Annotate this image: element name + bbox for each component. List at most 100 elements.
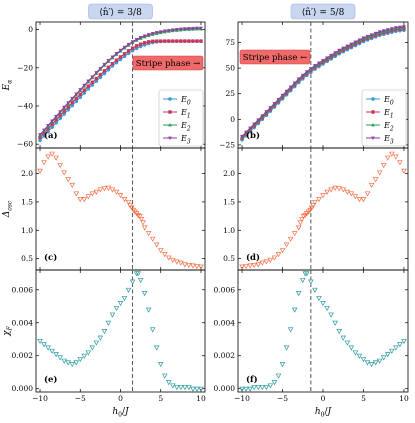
data-point bbox=[287, 327, 294, 333]
data-point bbox=[349, 42, 354, 47]
data-point bbox=[336, 329, 342, 335]
data-point bbox=[135, 213, 141, 219]
data-point bbox=[244, 130, 249, 135]
data-point bbox=[271, 255, 278, 261]
data-point bbox=[384, 352, 391, 358]
data-point bbox=[252, 122, 257, 127]
data-point bbox=[61, 358, 67, 364]
data-point bbox=[42, 128, 47, 133]
data-point bbox=[149, 236, 156, 242]
data-point bbox=[74, 96, 78, 101]
data-point bbox=[199, 39, 203, 43]
x-tick-label: −10 bbox=[234, 394, 250, 403]
data-point bbox=[109, 187, 116, 193]
column-title: ⟨n̂′⟩ = 3/8 bbox=[99, 7, 142, 18]
panel-a: 0 −20 −40 −60 (a) ⟨n̂′⟩ = 3/8 Stripe phase → bbox=[17, 3, 206, 149]
data-point bbox=[304, 70, 309, 74]
data-point bbox=[86, 79, 91, 84]
data-point bbox=[329, 53, 334, 58]
data-point bbox=[130, 40, 135, 44]
data-point bbox=[340, 335, 347, 341]
data-point bbox=[320, 301, 326, 307]
data-point bbox=[65, 177, 71, 183]
data-point bbox=[348, 191, 355, 197]
data-point bbox=[397, 25, 402, 30]
data-point bbox=[109, 312, 116, 318]
data-point bbox=[275, 373, 282, 379]
data-point bbox=[140, 220, 146, 226]
data-point bbox=[307, 207, 313, 213]
data-point bbox=[41, 160, 47, 166]
data-point bbox=[129, 279, 136, 285]
data-point bbox=[279, 362, 286, 368]
data-point bbox=[166, 29, 171, 33]
data-point bbox=[198, 26, 203, 31]
x-tick-label: −5 bbox=[75, 394, 86, 403]
data-point bbox=[77, 357, 84, 363]
data-point bbox=[74, 92, 79, 97]
data-point bbox=[145, 231, 152, 237]
data-point bbox=[57, 355, 63, 361]
data-point bbox=[165, 255, 172, 261]
y-tick-label: 75 bbox=[225, 38, 235, 47]
data-point bbox=[121, 197, 128, 203]
y-tick-label: 0.004 bbox=[214, 318, 236, 327]
data-point bbox=[267, 257, 274, 263]
legend-label: E3 bbox=[180, 134, 191, 146]
data-point bbox=[182, 385, 188, 391]
data-point bbox=[46, 124, 51, 128]
data-point bbox=[37, 168, 43, 174]
data-point bbox=[38, 138, 42, 143]
data-point bbox=[365, 34, 370, 39]
panel-e: −10 −5 0 5 10 0.000 0.002 0.004 0.006 (e) h0/J bbox=[12, 269, 206, 419]
data-point bbox=[142, 41, 147, 45]
data-point bbox=[376, 170, 383, 176]
data-point bbox=[102, 62, 107, 67]
data-point bbox=[94, 76, 99, 81]
plot-frame bbox=[237, 269, 409, 393]
data-point bbox=[332, 185, 338, 191]
data-point bbox=[357, 38, 362, 43]
data-point bbox=[165, 380, 172, 386]
data-point bbox=[66, 101, 71, 105]
data-point bbox=[162, 29, 167, 34]
data-point bbox=[49, 151, 55, 157]
data-point bbox=[256, 118, 261, 123]
data-point bbox=[198, 264, 204, 270]
data-point bbox=[194, 264, 200, 270]
data-point bbox=[324, 189, 330, 195]
data-point bbox=[49, 348, 55, 354]
data-point bbox=[45, 154, 51, 160]
data-point bbox=[145, 307, 152, 313]
data-point bbox=[389, 151, 395, 157]
data-point bbox=[295, 225, 302, 231]
legend-label: E0 bbox=[180, 95, 191, 107]
data-point bbox=[344, 189, 351, 195]
data-point bbox=[167, 39, 171, 43]
data-point bbox=[352, 194, 359, 200]
data-point bbox=[153, 242, 160, 248]
data-point bbox=[369, 33, 374, 38]
x-tick-label: 5 bbox=[361, 394, 366, 403]
data-point bbox=[340, 187, 347, 193]
data-point bbox=[401, 338, 407, 345]
data-point bbox=[85, 194, 92, 200]
data-point bbox=[332, 320, 338, 326]
data-point bbox=[364, 191, 371, 197]
data-point bbox=[308, 279, 314, 285]
data-point bbox=[288, 85, 293, 90]
data-point bbox=[53, 352, 59, 358]
panel-b: −25 0 25 50 75 (b) ⟨n̂′⟩ = 5/8 Stripe phase ← bbox=[219, 3, 409, 149]
panel-label: (f) bbox=[246, 374, 258, 385]
data-point bbox=[377, 30, 382, 34]
stripe-phase-label: Stripe phase → bbox=[136, 59, 200, 69]
data-point bbox=[341, 46, 346, 51]
data-point bbox=[345, 44, 350, 49]
data-point bbox=[53, 155, 59, 161]
data-point bbox=[283, 242, 290, 248]
y-tick-label: 2.0 bbox=[21, 169, 33, 178]
data-point bbox=[260, 114, 265, 118]
data-point bbox=[126, 42, 131, 47]
x-tick-label: −5 bbox=[277, 394, 288, 403]
data-point bbox=[81, 353, 88, 359]
